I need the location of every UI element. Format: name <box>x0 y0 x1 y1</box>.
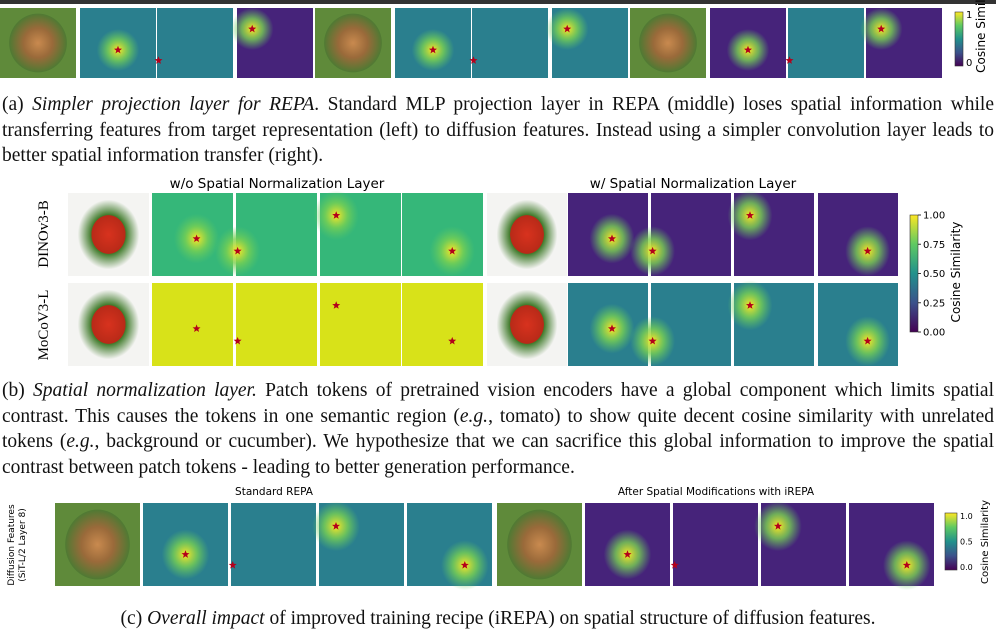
photo-subject <box>324 13 382 73</box>
query-star <box>192 324 201 332</box>
heatmap <box>673 503 758 586</box>
query-star <box>181 550 190 558</box>
query-star <box>563 24 572 33</box>
caption-c: (c) Overall impact of improved training … <box>2 606 994 632</box>
colorbar <box>954 11 964 67</box>
colorbar-label: Cosine Similarity <box>949 222 963 323</box>
query-star <box>228 561 237 569</box>
caption-text: Patch tokens of pretrained vision encode… <box>2 380 994 427</box>
colorbar-label: Cosine Similar <box>974 0 988 73</box>
side-label: Diffusion Features <box>7 504 17 586</box>
colorbar-tick: 1.00 <box>923 211 945 222</box>
caption-italic: e.g. <box>66 431 95 452</box>
colorbar <box>909 214 919 333</box>
heatmap <box>472 8 548 78</box>
side-label: (SiT-L/2 Layer 8) <box>18 508 28 581</box>
caption-text: , background or cucumber). We hypothesiz… <box>2 431 994 478</box>
query-star <box>902 561 911 569</box>
photo-subject <box>496 199 558 270</box>
colorbar-tick: 0 <box>966 58 972 69</box>
query-star <box>460 561 469 569</box>
query-star <box>608 234 616 242</box>
query-star <box>332 301 341 309</box>
caption-italic: e.g. <box>459 405 489 427</box>
panel-title: w/ Spatial Normalization Layer <box>590 176 797 192</box>
query-star <box>233 336 242 345</box>
photo-subject <box>77 199 140 270</box>
caption-a: (a) Simpler projection layer for REPA. S… <box>2 92 994 169</box>
caption-text: (a) <box>2 94 33 115</box>
colorbar <box>944 512 958 571</box>
heatmap <box>236 283 317 366</box>
query-star <box>248 24 257 33</box>
row-label: MoCoV3-L <box>36 290 52 361</box>
heatmap <box>788 8 864 78</box>
colorbar-tick: 0.0 <box>960 563 973 572</box>
query-star <box>332 522 340 530</box>
query-star <box>448 246 457 255</box>
photo-subject <box>9 13 67 73</box>
query-star <box>332 211 341 219</box>
query-star <box>648 246 657 255</box>
caption-italic: Spatial normalization layer. <box>32 380 257 401</box>
colorbar-tick: 0.75 <box>923 240 945 251</box>
caption-text: , tomato) to show quite decent cosine si… <box>2 405 994 453</box>
caption-text: (c) <box>120 608 148 629</box>
query-star <box>469 56 478 64</box>
query-star <box>623 550 632 558</box>
row-label: DINOv3-B <box>36 200 52 268</box>
heatmap <box>152 283 233 366</box>
colorbar-tick: 0.50 <box>923 269 945 280</box>
heatmap <box>402 283 483 366</box>
panel-title: Standard REPA <box>235 486 314 498</box>
query-star <box>648 336 657 345</box>
query-star <box>746 211 754 219</box>
query-star <box>670 561 679 569</box>
photo-subject <box>65 509 130 580</box>
colorbar-tick: 0.00 <box>923 328 945 339</box>
photo-subject <box>639 13 697 73</box>
colorbar-tick: 1.0 <box>960 512 973 521</box>
colorbar-tick: 0.25 <box>923 298 945 309</box>
heatmap <box>157 8 233 78</box>
colorbar-label: Cosine Similarity <box>980 500 991 584</box>
heatmap <box>320 283 401 366</box>
photo-subject <box>496 289 558 360</box>
query-star <box>774 522 782 530</box>
query-star <box>785 56 794 64</box>
photo-subject <box>77 289 140 360</box>
caption-italic: Overall impact <box>147 608 265 629</box>
query-star <box>192 234 201 242</box>
query-star <box>233 246 242 255</box>
photo-subject <box>507 509 572 580</box>
query-star <box>429 45 437 54</box>
caption-italic: Simpler projection layer for REPA <box>32 94 315 115</box>
query-star <box>744 45 752 54</box>
colorbar-tick: 0.5 <box>960 538 973 547</box>
caption-b: (b) Spatial normalization layer. Patch t… <box>2 378 994 480</box>
heatmap <box>231 503 316 586</box>
query-star <box>863 246 872 255</box>
colorbar-tick: 1 <box>966 10 972 21</box>
panel-title: After Spatial Modifications with iREPA <box>618 486 815 498</box>
query-star <box>863 336 872 345</box>
query-star <box>448 336 457 345</box>
caption-text: of improved training recipe (iREPA) on s… <box>264 608 876 629</box>
panel-title: w/o Spatial Normalization Layer <box>170 176 385 192</box>
query-star <box>154 56 163 64</box>
caption-text: (b) <box>2 380 33 401</box>
query-star <box>746 301 754 309</box>
query-star <box>608 324 616 332</box>
query-star <box>877 24 886 33</box>
top-rule <box>0 0 996 4</box>
caption-text: . Standard MLP projection layer in REPA … <box>2 94 994 166</box>
query-star <box>114 45 122 54</box>
